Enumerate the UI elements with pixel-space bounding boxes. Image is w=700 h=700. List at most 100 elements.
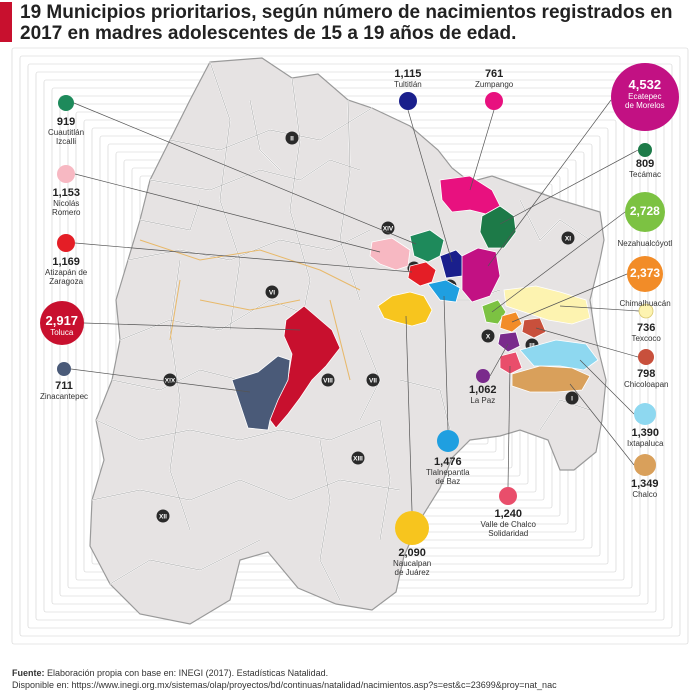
leader-line-tultitlan bbox=[407, 109, 453, 263]
name-naucalpan: de Juárez bbox=[394, 568, 430, 577]
label-texcoco: 736 Texcoco bbox=[632, 322, 661, 343]
municipality-la-paz bbox=[497, 331, 521, 353]
name-ixtapaluca: Ixtapaluca bbox=[627, 439, 664, 448]
name-valle-chalco: Solidaridad bbox=[488, 529, 529, 538]
value-chalco: 1,349 bbox=[631, 478, 659, 490]
name-zinacantepec: Zinacantepec bbox=[40, 392, 89, 401]
municipality-tecamac bbox=[479, 205, 517, 249]
marker-tlalnepantla bbox=[437, 430, 459, 452]
label-zumpango: 761 Zumpango bbox=[475, 68, 513, 89]
marker-cuautitlan-izcalli bbox=[58, 95, 74, 111]
region-marker-xix: XIX bbox=[163, 373, 177, 387]
municipality-tlalnepantla bbox=[427, 279, 461, 303]
label-chalco: 1,349 Chalco bbox=[631, 478, 659, 499]
label-ixtapaluca: 1,390 Ixtapaluca bbox=[627, 427, 663, 448]
region-marker-i: I bbox=[565, 391, 579, 405]
region-marker-viii: VIII bbox=[321, 373, 335, 387]
name-valle-chalco: Valle de Chalco bbox=[480, 520, 536, 529]
municipality-chalco bbox=[511, 365, 591, 393]
marker-chalco bbox=[634, 454, 656, 476]
municipality-naucalpan bbox=[377, 291, 433, 327]
leader-line-nezahualcoyotl bbox=[491, 211, 626, 313]
leader-lines bbox=[70, 99, 640, 512]
leader-line-atizapan bbox=[74, 242, 413, 273]
label-nicolas-romero: 1,153 Nicolás Romero bbox=[52, 187, 80, 217]
region-marker-xi: XI bbox=[561, 231, 575, 245]
leader-line-ixtapaluca bbox=[579, 359, 635, 415]
region-marker-x: X bbox=[481, 329, 495, 343]
leader-line-ecatepec bbox=[487, 99, 612, 267]
label-cuautitlan-izcalli: 919 Cuautitlán Izcalli bbox=[48, 116, 84, 146]
marker-atizapan bbox=[57, 234, 75, 252]
value-tultitlan: 1,115 bbox=[394, 68, 422, 80]
municipality-nicolas-romero bbox=[369, 237, 411, 271]
municipality-chicoloapan bbox=[521, 317, 547, 339]
label-la-paz: 1,062 La Paz bbox=[469, 384, 497, 405]
value-markers bbox=[40, 63, 679, 545]
municipality-ecatepec bbox=[461, 247, 501, 303]
marker-texcoco bbox=[638, 303, 654, 319]
svg-text:XIX: XIX bbox=[165, 378, 176, 385]
value-cuautitlan-izcalli: 919 bbox=[56, 116, 76, 128]
value-tlalnepantla: 1,476 bbox=[434, 456, 462, 468]
marker-zumpango bbox=[485, 92, 503, 110]
leader-line-naucalpan bbox=[405, 315, 413, 512]
value-texcoco: 736 bbox=[637, 322, 656, 334]
value-tecamac: 809 bbox=[635, 158, 655, 170]
name-la-paz: La Paz bbox=[470, 396, 496, 405]
highlighted-municipalities bbox=[231, 175, 599, 431]
name-cuautitlan-izcalli: Izcalli bbox=[56, 137, 77, 146]
leader-line-la-paz bbox=[489, 343, 509, 377]
svg-text:X: X bbox=[486, 334, 491, 341]
municipality-valle-chalco bbox=[499, 351, 523, 375]
svg-text:VII: VII bbox=[369, 378, 377, 385]
label-tlalnepantla: 1,476 Tlalnepantla de Baz bbox=[426, 456, 470, 486]
leader-line-tlalnepantla bbox=[443, 295, 449, 431]
leader-line-chalco bbox=[569, 383, 635, 466]
region-marker-ii: II bbox=[285, 131, 299, 145]
leader-line-toluca bbox=[83, 322, 301, 331]
name-chimalhuacan: Chimalhuacán bbox=[619, 299, 671, 308]
title-accent-bar bbox=[0, 2, 12, 42]
name-zumpango: Zumpango bbox=[475, 80, 514, 89]
region-marker-xii: XII bbox=[156, 509, 170, 523]
svg-text:I: I bbox=[571, 396, 573, 403]
label-naucalpan: 2,090 Naucalpan de Juárez bbox=[393, 547, 431, 577]
name-nicolas-romero: Romero bbox=[52, 208, 81, 217]
name-ecatepec: Ecatepec bbox=[628, 92, 662, 101]
label-atizapan: 1,169 Atizapán de Zaragoza bbox=[45, 256, 87, 286]
name-ecatepec: de Morelos bbox=[625, 101, 665, 110]
value-ixtapaluca: 1,390 bbox=[631, 427, 659, 439]
marker-valle-chalco bbox=[499, 487, 517, 505]
svg-text:III: III bbox=[529, 343, 535, 350]
value-chimalhuacan: 2,373 bbox=[630, 266, 661, 280]
name-toluca: Toluca bbox=[50, 328, 74, 337]
name-tlalnepantla: Tlalnepantla bbox=[426, 468, 470, 477]
name-tlalnepantla: de Baz bbox=[435, 477, 461, 486]
name-nicolas-romero: Nicolás bbox=[53, 199, 80, 208]
marker-chicoloapan bbox=[638, 349, 654, 365]
svg-text:II: II bbox=[290, 136, 294, 143]
value-zinacantepec: 711 bbox=[55, 380, 73, 392]
label-chicoloapan: 798 Chicoloapan bbox=[624, 368, 668, 389]
leader-line-chicoloapan bbox=[535, 327, 639, 358]
municipality-zinacantepec bbox=[231, 355, 291, 431]
municipality-atizapan bbox=[407, 261, 437, 287]
label-toluca: 2,917 Toluca bbox=[46, 314, 79, 338]
leader-line-valle-chalco bbox=[507, 365, 511, 488]
marker-chimalhuacan bbox=[627, 256, 663, 292]
marker-ixtapaluca bbox=[634, 403, 656, 425]
name-tecamac: Tecámac bbox=[629, 170, 662, 179]
svg-text:VIII: VIII bbox=[323, 378, 333, 385]
marker-tecamac bbox=[638, 143, 652, 157]
name-tultitlan: Tultitlán bbox=[394, 80, 422, 89]
footer: Fuente: Elaboración propia con base en: … bbox=[12, 667, 557, 691]
municipality-chimalhuacan bbox=[499, 311, 523, 333]
source-url: Disponible en: https://www.inegi.org.mx/… bbox=[12, 680, 557, 690]
municipality-ixtapaluca bbox=[519, 339, 599, 371]
svg-text:XII: XII bbox=[159, 514, 167, 521]
region-marker-vii: VII bbox=[366, 373, 380, 387]
region-marker-vi: VI bbox=[265, 285, 279, 299]
label-chimalhuacan: 2,373 Chimalhuacán bbox=[620, 267, 671, 308]
